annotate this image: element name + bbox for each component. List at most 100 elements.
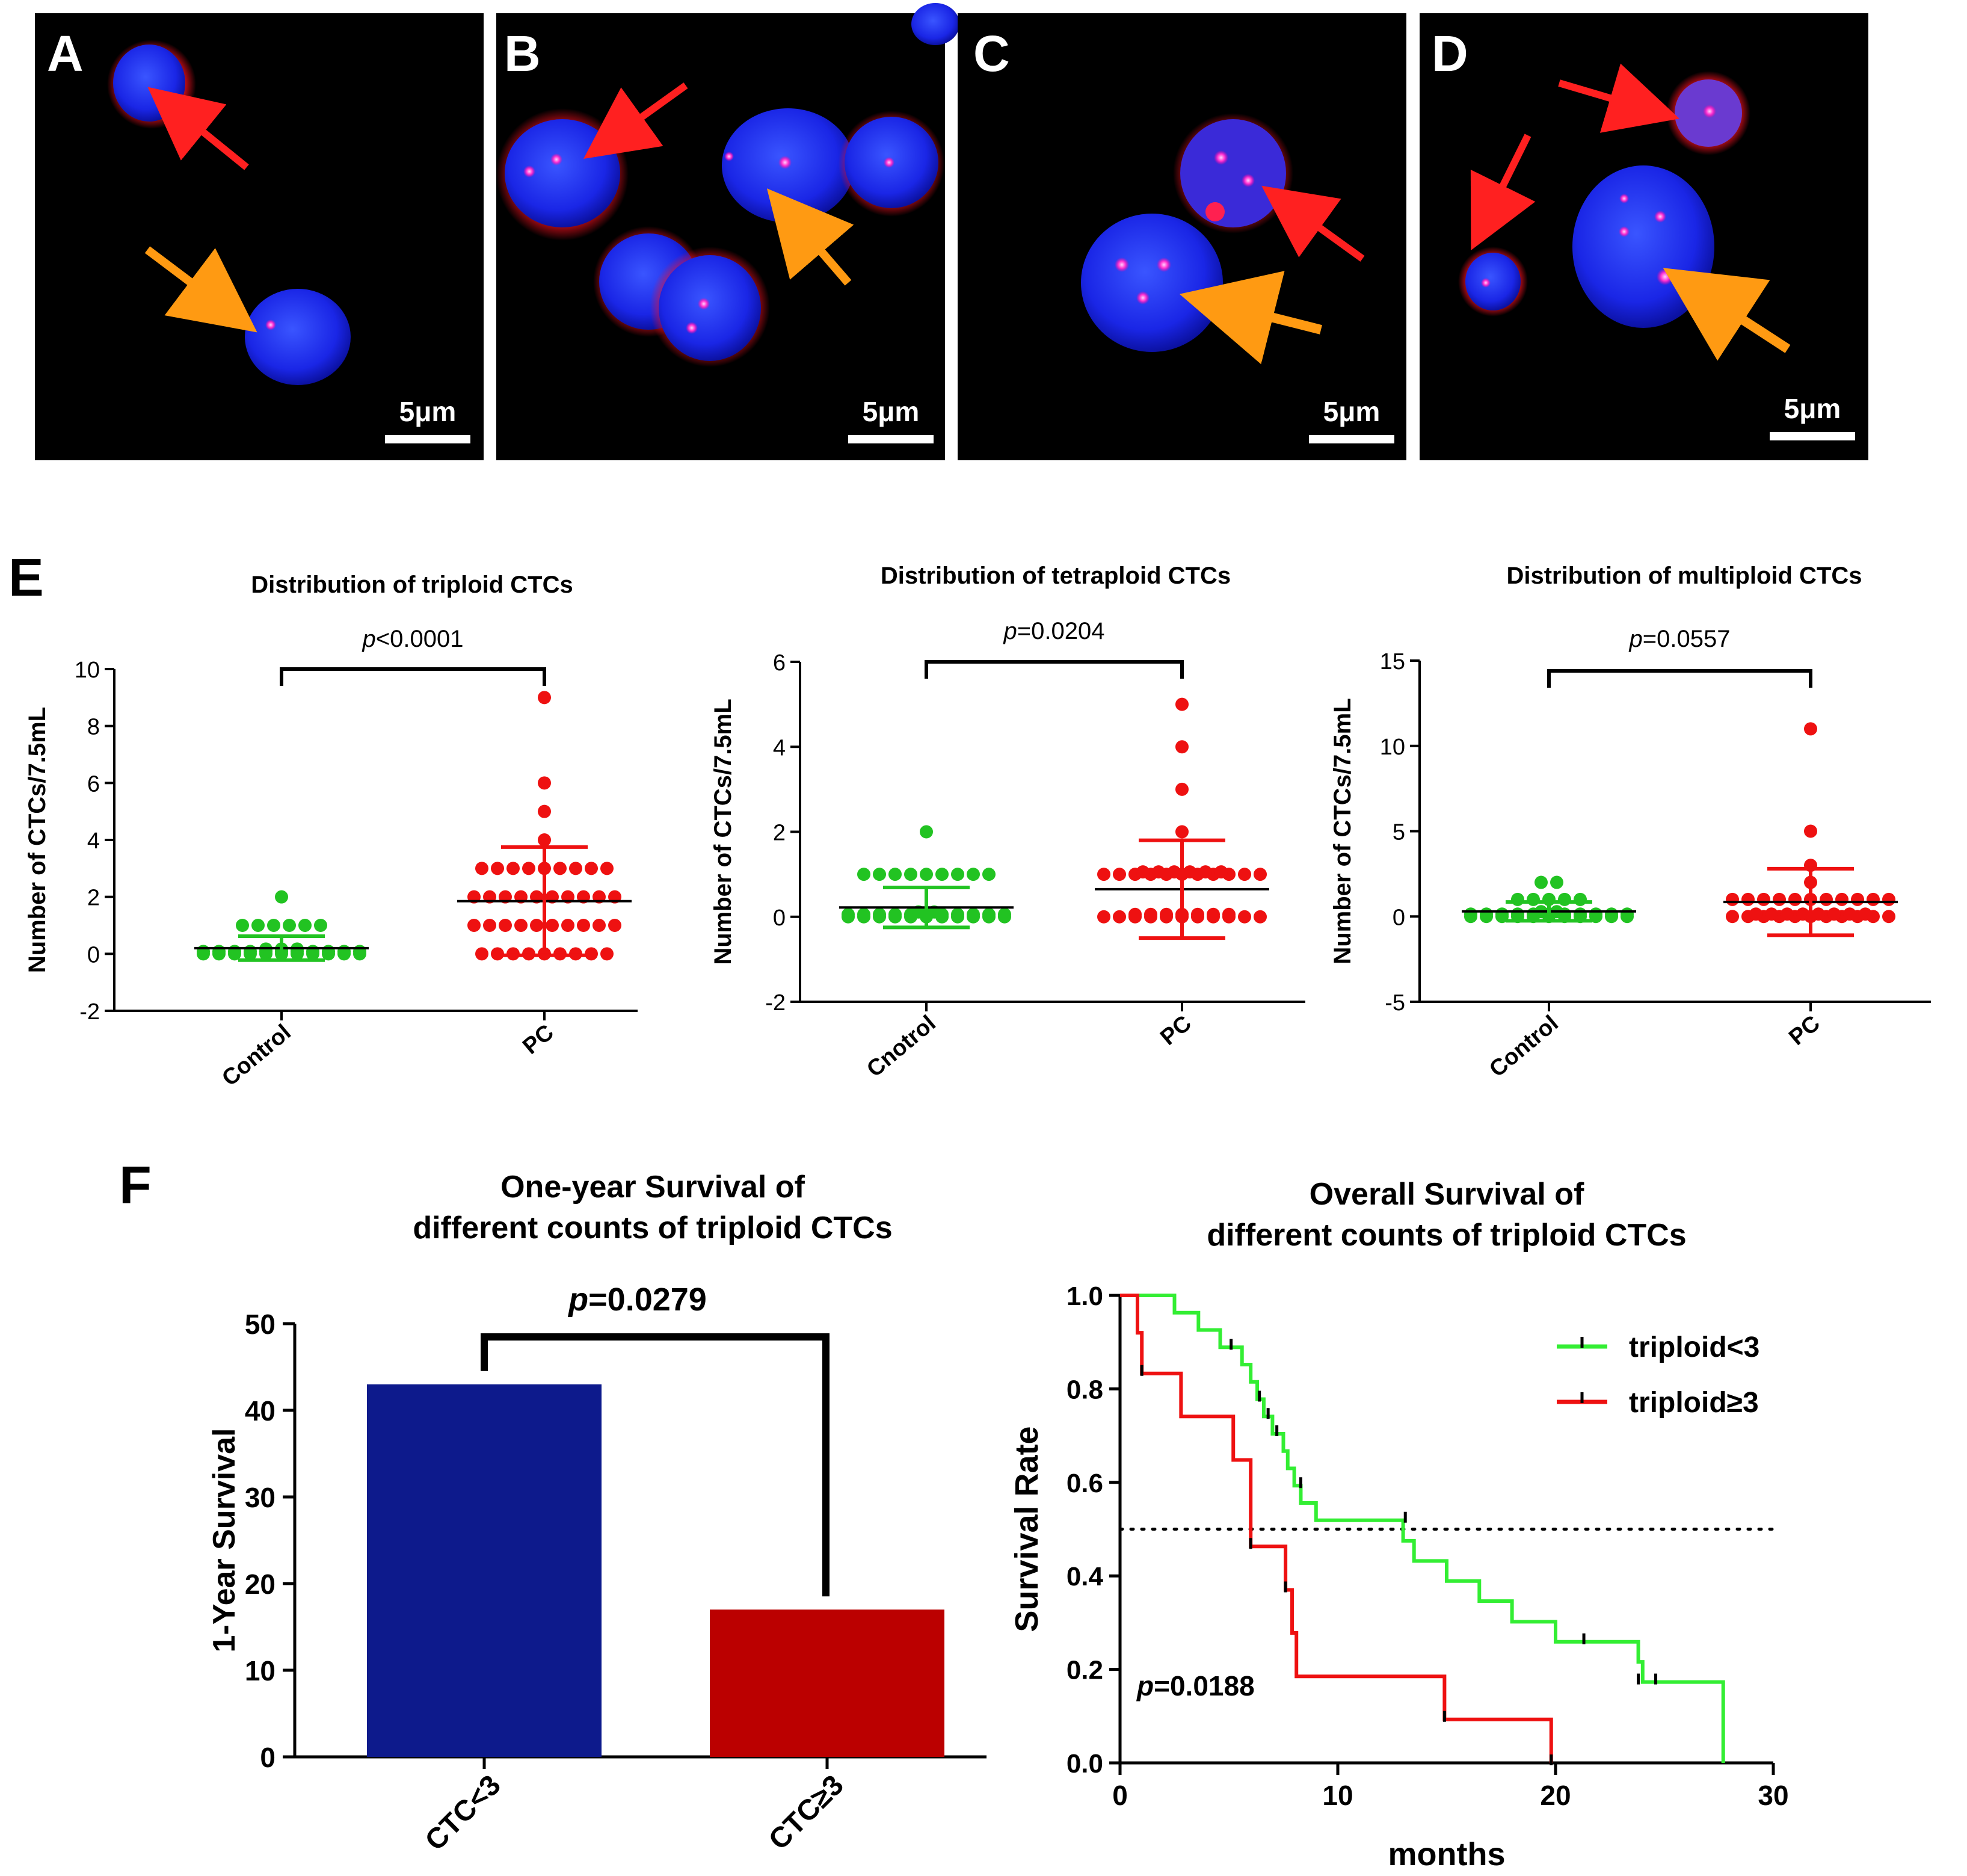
y-axis-label: 1-Year Survival xyxy=(207,1428,242,1653)
data-point xyxy=(212,945,226,958)
data-point xyxy=(1097,868,1110,881)
data-point xyxy=(491,947,504,961)
data-point xyxy=(1835,892,1848,906)
y-tick-label: 10 xyxy=(1380,735,1405,760)
data-point xyxy=(1207,907,1220,921)
scale-bar-c xyxy=(1309,435,1394,443)
data-point xyxy=(1144,907,1157,921)
data-point xyxy=(1175,740,1189,754)
data-point xyxy=(314,919,327,932)
data-point xyxy=(514,919,528,932)
data-point xyxy=(1511,892,1524,906)
data-point xyxy=(888,868,902,881)
y-tick-label: 0 xyxy=(773,906,786,931)
data-point xyxy=(1160,907,1173,921)
data-point xyxy=(283,919,296,932)
data-point xyxy=(1827,907,1841,921)
ctc-cell-d2 xyxy=(1458,247,1528,316)
chart-title-line2: different counts of triploid CTCs xyxy=(413,1211,892,1245)
data-point xyxy=(1550,875,1563,889)
panel-letter-e: E xyxy=(8,548,44,607)
category-label: PC xyxy=(1156,1011,1196,1051)
chart-title-line1: One-year Survival of xyxy=(500,1170,805,1205)
data-point xyxy=(1175,782,1189,796)
data-point xyxy=(1558,892,1571,906)
panel-letter-b: B xyxy=(504,25,541,82)
y-axis-label: Number of CTCs/7.5mL xyxy=(1329,698,1356,964)
data-point xyxy=(322,945,335,958)
y-tick-label: 4 xyxy=(87,828,100,854)
chart-title: Distribution of tetraploid CTCs xyxy=(881,563,1231,589)
category-label: CTC≥3 xyxy=(763,1769,850,1856)
data-point xyxy=(1152,865,1165,879)
data-point xyxy=(935,868,949,881)
data-point xyxy=(1464,907,1477,921)
y-tick-label: -5 xyxy=(1385,990,1405,1016)
data-point xyxy=(1175,825,1189,839)
data-point xyxy=(585,947,598,961)
data-point xyxy=(600,947,614,961)
x-tick-label: 30 xyxy=(1758,1780,1788,1811)
data-point xyxy=(1168,865,1181,879)
data-point xyxy=(267,919,280,932)
category-label: PC xyxy=(1784,1011,1824,1051)
data-point xyxy=(1113,910,1126,924)
survival-curve xyxy=(1120,1294,1725,1763)
data-point xyxy=(1882,892,1895,906)
scale-label-c: 5μm xyxy=(1323,396,1381,427)
data-point xyxy=(608,919,621,932)
data-point xyxy=(538,691,551,705)
data-point xyxy=(1574,907,1587,921)
scale-label-d: 5μm xyxy=(1784,393,1841,424)
y-tick-label: 0.4 xyxy=(1067,1562,1104,1591)
data-point xyxy=(1254,868,1267,881)
y-tick-label: 15 xyxy=(1380,649,1405,674)
micrograph-b: 5μm B xyxy=(496,3,959,460)
data-point xyxy=(1843,907,1856,921)
data-point xyxy=(967,868,980,881)
data-point xyxy=(1757,892,1770,906)
data-point xyxy=(475,862,488,875)
data-point xyxy=(236,919,249,932)
y-axis-label: Number of CTCs/7.5mL xyxy=(710,699,736,964)
data-point xyxy=(1214,865,1228,879)
y-axis-label: Number of CTCs/7.5mL xyxy=(24,707,51,973)
data-point xyxy=(888,907,902,921)
leukocyte-cell-d xyxy=(1572,165,1714,328)
red-arrow-b xyxy=(583,82,688,159)
data-point xyxy=(538,776,551,790)
y-tick-label: 0 xyxy=(87,942,100,967)
data-point xyxy=(1765,907,1778,921)
data-point xyxy=(928,905,941,919)
y-tick-label: 50 xyxy=(245,1309,276,1340)
x-tick-label: 20 xyxy=(1540,1780,1571,1811)
scale-label-b: 5μm xyxy=(863,396,920,427)
data-point xyxy=(1882,910,1895,924)
x-axis-label: months xyxy=(1388,1836,1506,1872)
micrograph-d: 5μm D xyxy=(1420,13,1868,460)
category-label: Control xyxy=(217,1020,295,1091)
km-chart-overall-survival: Overall Survival of different counts of t… xyxy=(1009,1177,1789,1872)
data-point xyxy=(1097,910,1110,924)
data-point xyxy=(982,907,996,921)
data-point xyxy=(1726,910,1739,924)
data-point xyxy=(873,868,886,881)
data-point xyxy=(1589,907,1602,921)
data-point xyxy=(1238,868,1251,881)
p-value-label: p=0.0188 xyxy=(1136,1670,1255,1702)
scatter-chart-tetraploid: -2 0 2 4 6 Number of CTCs/7.5mL Distribution o… xyxy=(710,563,1305,1082)
data-point xyxy=(1136,865,1150,879)
scale-bar-d xyxy=(1770,432,1855,440)
bar xyxy=(367,1384,602,1757)
significance-bracket xyxy=(1547,669,1812,688)
p-value-label: p=0.0204 xyxy=(1003,618,1105,644)
data-point xyxy=(275,890,288,904)
y-tick-label: 40 xyxy=(245,1395,276,1427)
data-point xyxy=(998,907,1011,921)
data-point xyxy=(1495,907,1509,921)
y-tick-label: 6 xyxy=(773,650,786,676)
data-point xyxy=(1859,907,1872,921)
y-tick-label: 10 xyxy=(75,658,100,683)
data-point xyxy=(585,862,598,875)
y-tick-label: 0 xyxy=(260,1742,276,1773)
